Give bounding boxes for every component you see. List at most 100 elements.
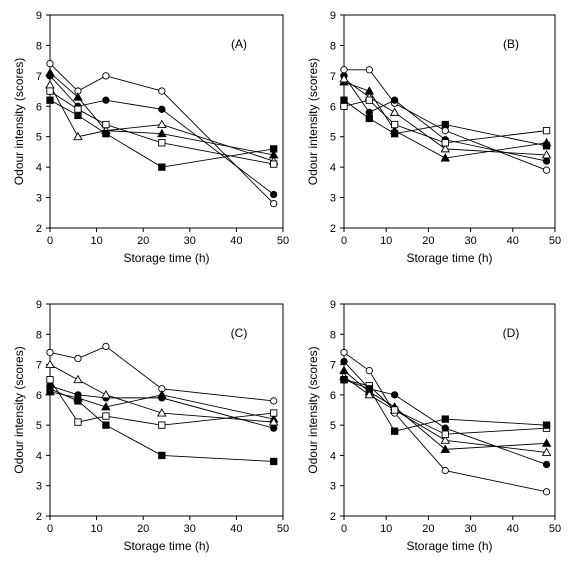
data-point — [158, 421, 166, 429]
y-tick-label: 4 — [330, 450, 336, 462]
data-point — [74, 105, 82, 113]
data-point — [389, 107, 400, 116]
y-tick-label: 2 — [36, 511, 42, 523]
x-tick-label: 10 — [90, 235, 102, 247]
data-point — [270, 457, 278, 466]
data-point — [73, 131, 83, 141]
data-point — [102, 421, 110, 429]
data-point — [365, 114, 373, 123]
chart-panel-2: 2 3 4 5 6 7 8 9 0 10 20 30 40 50 Storage time (h) Odour… — [306, 10, 561, 265]
y-tick-label: 5 — [36, 132, 42, 144]
data-point — [157, 389, 167, 399]
x-axis-label: Storage time (h) — [123, 251, 209, 265]
y-axis-label: Odour intensity (scores) — [12, 58, 26, 185]
y-tick-label: 9 — [330, 299, 336, 311]
data-point — [158, 105, 166, 113]
data-point — [365, 66, 373, 74]
data-point — [390, 120, 399, 129]
y-tick-label: 9 — [36, 10, 42, 22]
data-point — [270, 397, 278, 405]
y-tick-label: 3 — [330, 481, 336, 493]
data-point — [365, 108, 373, 117]
data-point — [46, 96, 54, 104]
data-point — [441, 424, 449, 432]
data-point — [46, 376, 54, 384]
x-tick-label: 40 — [230, 523, 242, 535]
x-tick-label: 30 — [184, 523, 196, 535]
x-tick-label: 40 — [230, 235, 242, 247]
x-tick-label: 50 — [549, 523, 561, 535]
data-point — [390, 427, 399, 435]
y-tick-label: 2 — [36, 223, 42, 235]
y-tick-label: 8 — [330, 40, 336, 52]
data-point — [270, 190, 278, 199]
data-point — [440, 444, 451, 453]
data-point — [46, 60, 54, 68]
y-tick-label: 6 — [330, 101, 336, 113]
y-tick-label: 2 — [330, 511, 336, 523]
data-point — [542, 157, 551, 165]
y-axis-label: Odour intensity (scores) — [306, 58, 320, 185]
data-point — [340, 348, 348, 357]
data-point — [541, 150, 552, 159]
y-tick-label: 8 — [330, 329, 336, 341]
data-point — [340, 357, 348, 366]
y-tick-label: 7 — [330, 360, 336, 372]
x-tick-label: 10 — [90, 523, 102, 535]
x-tick-label: 50 — [277, 523, 289, 535]
data-point — [390, 130, 399, 138]
plot-frame — [343, 14, 556, 229]
data-point — [441, 415, 449, 423]
data-point — [441, 126, 449, 135]
x-axis-label: Storage time (h) — [406, 539, 492, 553]
data-point — [101, 402, 111, 411]
y-tick-label: 4 — [330, 162, 336, 174]
data-point — [441, 430, 449, 438]
data-point — [340, 96, 348, 104]
panel-label: (B) — [503, 37, 519, 51]
panel-label: (C) — [231, 326, 248, 340]
data-point — [158, 451, 166, 460]
x-tick-label: 20 — [137, 523, 149, 535]
y-axis-label: Odour intensity (scores) — [306, 346, 320, 473]
y-tick-label: 7 — [36, 360, 42, 372]
y-tick-label: 9 — [36, 299, 42, 311]
plot-frame — [49, 303, 284, 517]
data-point — [340, 66, 348, 74]
x-tick-label: 10 — [380, 523, 392, 535]
y-tick-label: 3 — [36, 481, 42, 493]
x-axis-label: Storage time (h) — [123, 539, 209, 553]
data-point — [74, 111, 82, 120]
data-point — [158, 139, 166, 147]
y-tick-label: 8 — [36, 329, 42, 341]
data-point — [45, 67, 55, 77]
data-point — [158, 87, 166, 95]
y-tick-label: 6 — [36, 390, 42, 402]
data-point — [541, 447, 552, 456]
data-point — [441, 139, 449, 147]
data-point — [440, 143, 451, 153]
data-point — [340, 102, 348, 110]
y-tick-label: 9 — [330, 10, 336, 22]
data-point — [542, 488, 551, 496]
data-point — [46, 348, 54, 357]
x-tick-label: 40 — [507, 523, 519, 535]
data-point — [157, 119, 167, 128]
y-tick-label: 7 — [330, 71, 336, 83]
data-point — [440, 435, 451, 444]
x-tick-label: 20 — [422, 523, 434, 535]
data-point — [102, 120, 110, 129]
x-tick-label: 0 — [341, 235, 347, 247]
data-point — [390, 96, 399, 104]
x-tick-label: 20 — [422, 235, 434, 247]
data-point — [270, 424, 278, 432]
x-axis-label: Storage time (h) — [406, 251, 492, 265]
data-point — [102, 412, 110, 420]
data-point — [365, 96, 373, 104]
y-tick-label: 2 — [330, 223, 336, 235]
plot-frame — [343, 303, 556, 517]
data-point — [46, 87, 54, 95]
data-point — [542, 166, 551, 174]
x-tick-label: 30 — [184, 235, 196, 247]
